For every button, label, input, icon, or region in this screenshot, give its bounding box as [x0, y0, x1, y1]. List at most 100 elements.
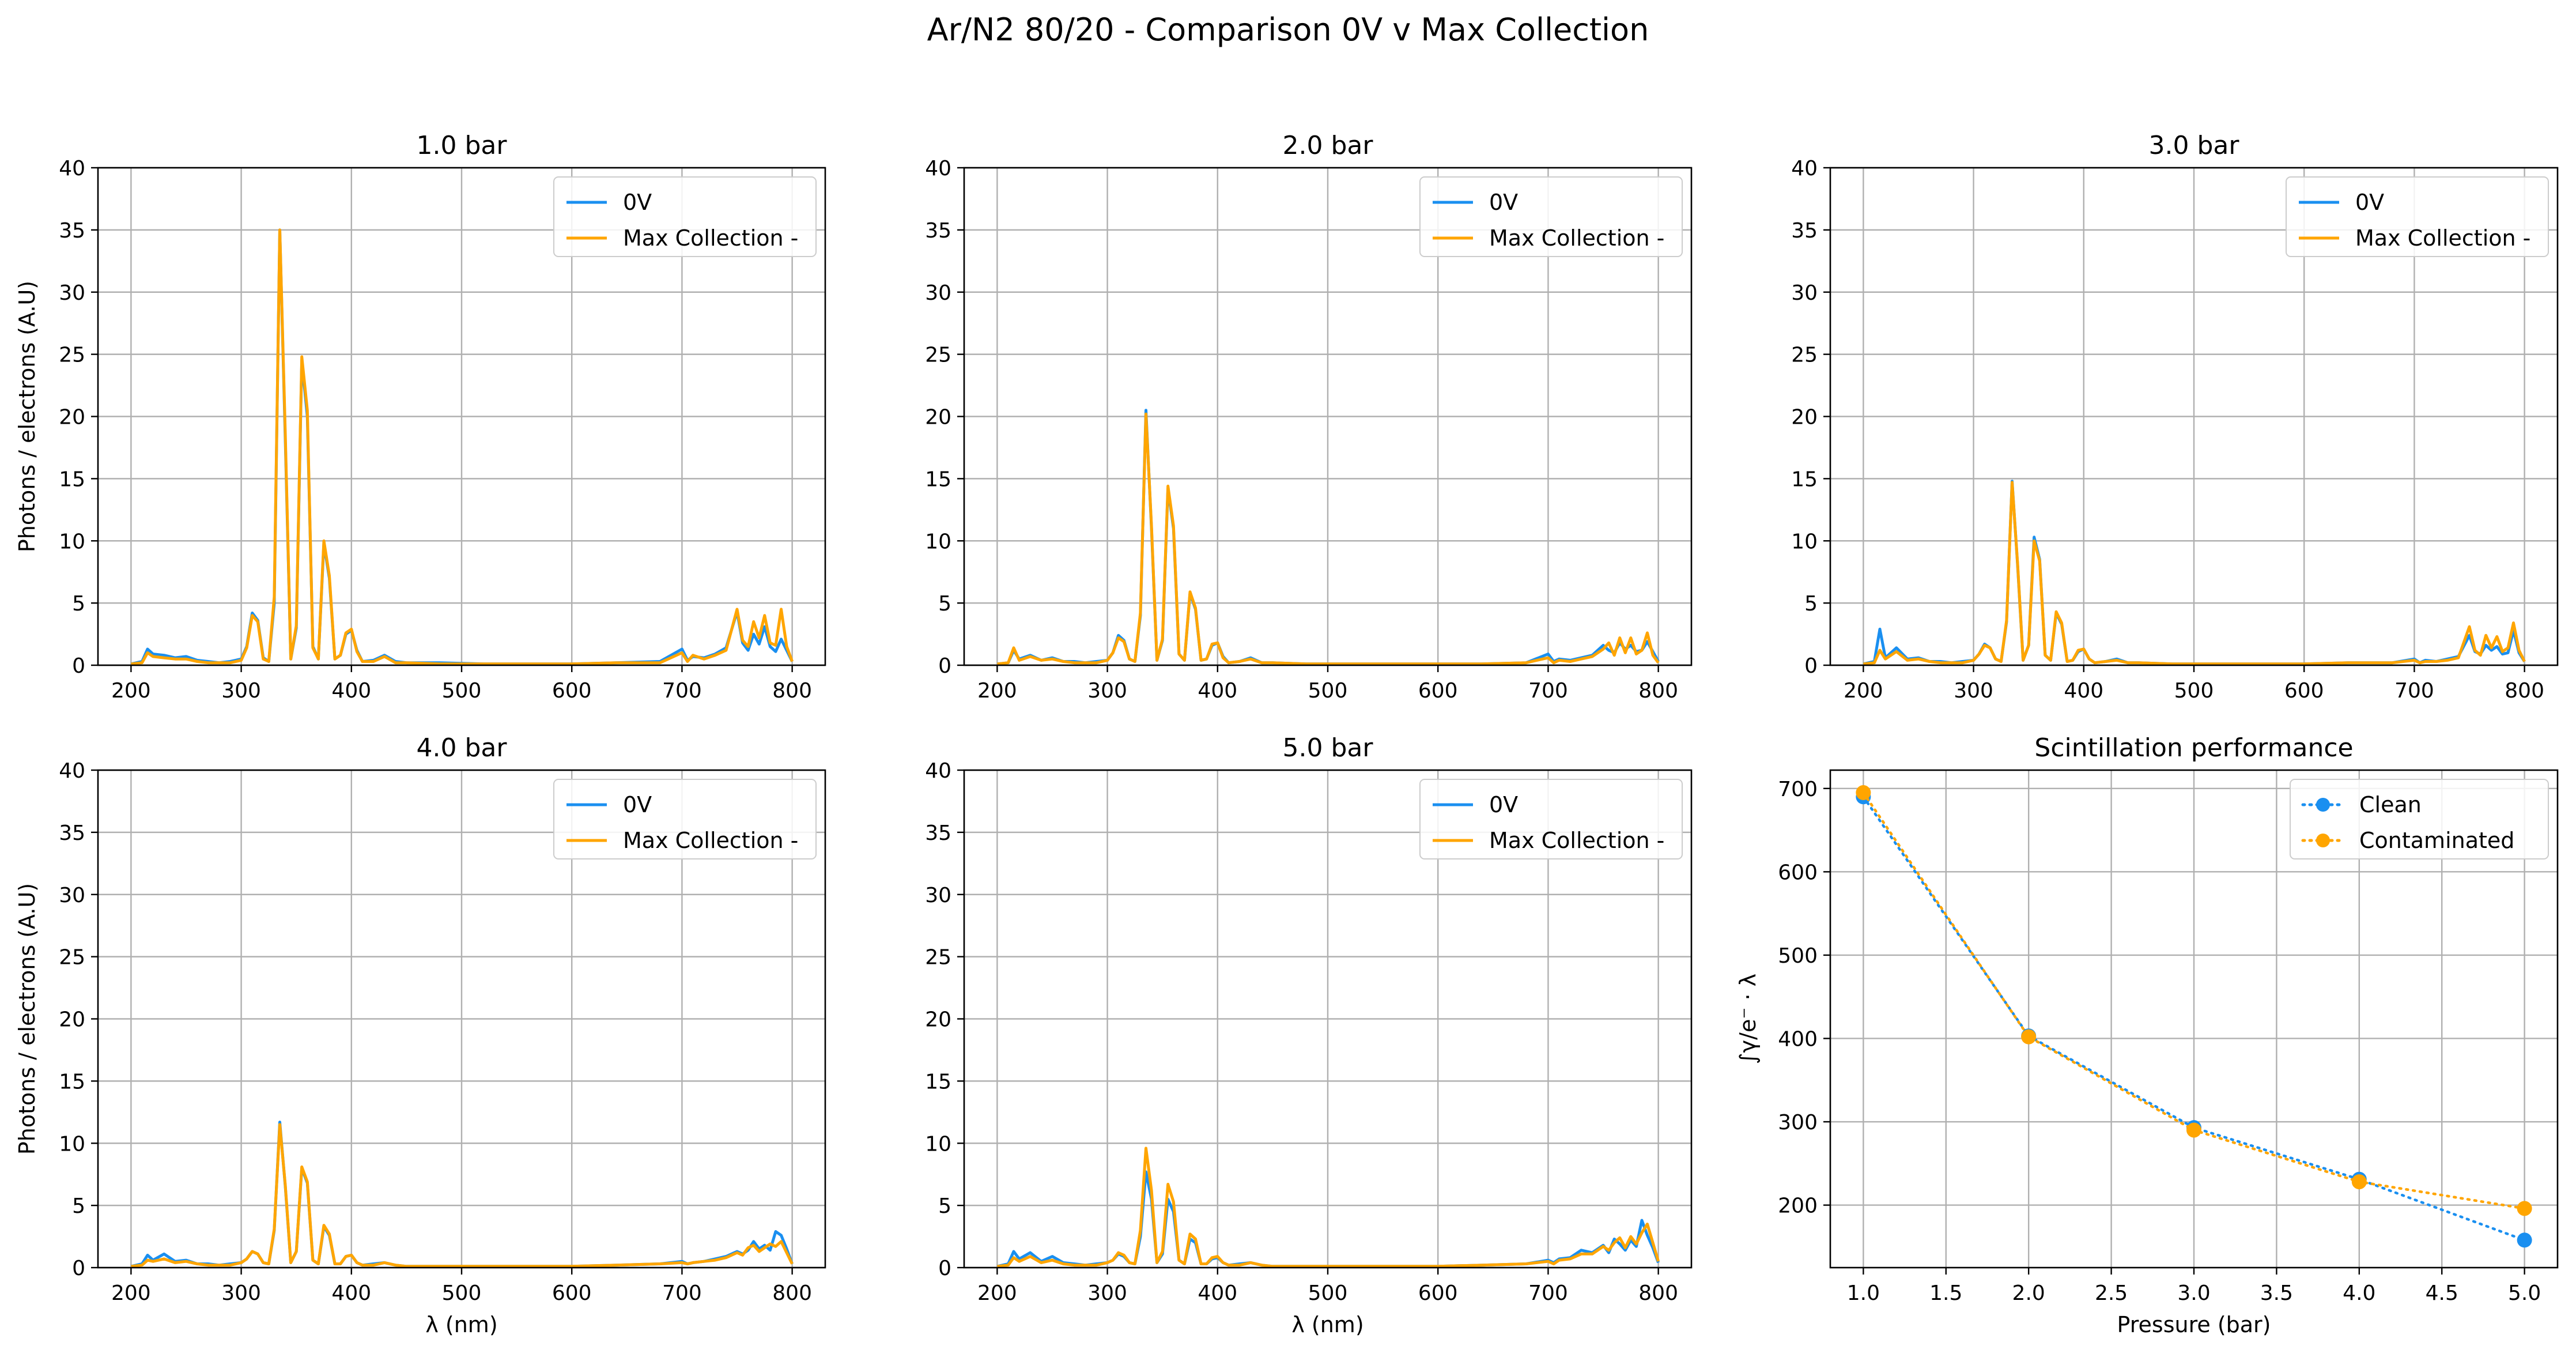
y-tick-label: 20: [925, 406, 951, 429]
legend: 0V Max Collection -: [553, 176, 817, 257]
y-axis-label: Photons / electrons (A.U): [14, 281, 40, 552]
panel-5: 200 300 400 500 600 700 800 0 5 10 15 20 25 30 35 40 5.0…: [925, 733, 1693, 1337]
y-tick-label: 25: [59, 344, 85, 367]
y-tick-label: 40: [1791, 157, 1818, 180]
panels: 200 300 400 500 600 700 80005101520253035401.0…: [14, 131, 2559, 1337]
y-tick-label: 500: [1778, 944, 1818, 968]
legend: 0V Max Collection -: [1419, 176, 1683, 257]
x-tick-label: 200: [111, 1281, 151, 1305]
legend-box: [553, 779, 817, 859]
y-tick-label: 5: [938, 1194, 951, 1218]
x-tick-label: 500: [1308, 679, 1348, 703]
legend: 0V Max Collection -: [1419, 779, 1683, 859]
y-tick-label: 20: [59, 1008, 85, 1032]
y-tick-label: 40: [59, 157, 85, 180]
x-tick-label: 4.5: [2426, 1281, 2458, 1305]
y-tick-label: 15: [925, 468, 951, 491]
y-tick-label: 0: [938, 654, 951, 678]
y-tick-label: 20: [59, 406, 85, 429]
y-tick-label: 10: [1791, 530, 1818, 553]
x-tick-label: 600: [1418, 1281, 1458, 1305]
panel-2: 200 300 400 500 600 700 800 0 5 10 15 20 25 30 35 40 2.0…: [925, 131, 1693, 703]
y-tick-label: 300: [1778, 1111, 1818, 1134]
y-tick-label: 35: [925, 219, 951, 243]
y-axis-label: Photons / electrons (A.U): [14, 883, 40, 1155]
x-tick-label: 200: [977, 1281, 1017, 1305]
x-tick-label: 300: [1087, 1281, 1127, 1305]
series-line-max-collection: [131, 1123, 794, 1268]
panel-1: 200 300 400 500 600 700 800 0 5 10 15 20 25 30 35 40 1.0…: [14, 131, 826, 703]
y-tick-label: 15: [59, 1070, 85, 1094]
x-tick-label: 600: [1418, 679, 1458, 703]
series-line-max-collection: [131, 228, 794, 666]
x-axis-label: Pressure (bar): [2117, 1312, 2271, 1337]
x-tick-label: 3.5: [2260, 1281, 2293, 1305]
x-tick-label: 400: [1198, 1281, 1237, 1305]
x-tick-label: 200: [111, 679, 151, 703]
panel-3: 200 300 400 500 600 700 800 0 5 10 15 20 25 30 35 40 3.0…: [1791, 131, 2559, 703]
legend-box: [553, 176, 817, 257]
y-tick-label: 25: [925, 946, 951, 970]
y-tick-label: 5: [938, 592, 951, 616]
x-tick-label: 300: [221, 679, 261, 703]
legend-label: Max Collection -: [1489, 828, 1664, 853]
x-tick-label: 800: [2505, 679, 2544, 703]
legend-box: [2286, 176, 2549, 257]
x-tick-label: 300: [221, 1281, 261, 1305]
panel-title: 1.0 bar: [417, 131, 508, 160]
legend-label: 0V: [1489, 792, 1518, 817]
y-tick-label: 0: [938, 1257, 951, 1280]
y-tick-label: 35: [1791, 219, 1818, 243]
y-tick-label: 700: [1778, 778, 1818, 801]
x-tick-label: 700: [662, 679, 702, 703]
x-tick-label: 700: [2394, 679, 2434, 703]
panel-title: 2.0 bar: [1283, 131, 1374, 160]
x-tick-label: 400: [331, 679, 371, 703]
y-tick-label: 30: [59, 884, 85, 907]
y-tick-label: 40: [925, 759, 951, 783]
x-tick-label: 2.5: [2095, 1281, 2128, 1305]
x-tick-label: 200: [1844, 679, 1883, 703]
legend-label: 0V: [623, 792, 652, 817]
x-tick-label: 500: [442, 679, 482, 703]
x-tick-label: 2.0: [2012, 1281, 2045, 1305]
y-tick-label: 20: [1791, 406, 1818, 429]
y-tick-label: 10: [59, 1132, 85, 1156]
x-tick-label: 800: [772, 679, 812, 703]
y-tick-label: 35: [59, 219, 85, 243]
panel-6: 1.0 1.5 2.0 2.5 3.0 3.5 4.0 4.5 5.0 200 300 400 500 6…: [1735, 733, 2559, 1337]
y-tick-label: 30: [925, 281, 951, 305]
x-tick-label: 700: [1528, 1281, 1568, 1305]
y-tick-label: 40: [925, 157, 951, 180]
x-tick-label: 800: [1638, 1281, 1678, 1305]
legend-label: Contaminated: [2359, 828, 2514, 853]
x-tick-label: 600: [552, 1281, 592, 1305]
x-tick-label: 300: [1087, 679, 1127, 703]
figure-suptitle: Ar/N2 80/20 - Comparison 0V v Max Collec…: [927, 12, 1649, 48]
series-line-max-collection: [997, 1147, 1660, 1268]
x-tick-label: 400: [331, 1281, 371, 1305]
y-tick-label: 40: [59, 759, 85, 783]
y-tick-label: 25: [1791, 344, 1818, 367]
y-axis-label: ∫γ/e⁻ · λ: [1735, 974, 1761, 1064]
x-tick-label: 400: [1198, 679, 1237, 703]
x-tick-label: 700: [1528, 679, 1568, 703]
x-tick-label: 1.5: [1929, 1281, 1962, 1305]
legend-label: 0V: [623, 190, 652, 215]
y-tick-label: 30: [925, 884, 951, 907]
y-tick-label: 10: [59, 530, 85, 553]
legend: 0V Max Collection -: [553, 779, 817, 859]
legend: Clean Contaminated: [2290, 779, 2549, 859]
y-tick-label: 600: [1778, 861, 1818, 884]
y-tick-label: 15: [1791, 468, 1818, 491]
y-tick-label: 25: [925, 344, 951, 367]
y-tick-label: 0: [72, 1257, 85, 1280]
x-tick-label: 4.0: [2343, 1281, 2375, 1305]
x-tick-label: 400: [2064, 679, 2103, 703]
x-tick-label: 300: [1954, 679, 1993, 703]
y-tick-label: 35: [925, 821, 951, 845]
panel-title: 5.0 bar: [1283, 733, 1374, 763]
y-tick-label: 35: [59, 821, 85, 845]
